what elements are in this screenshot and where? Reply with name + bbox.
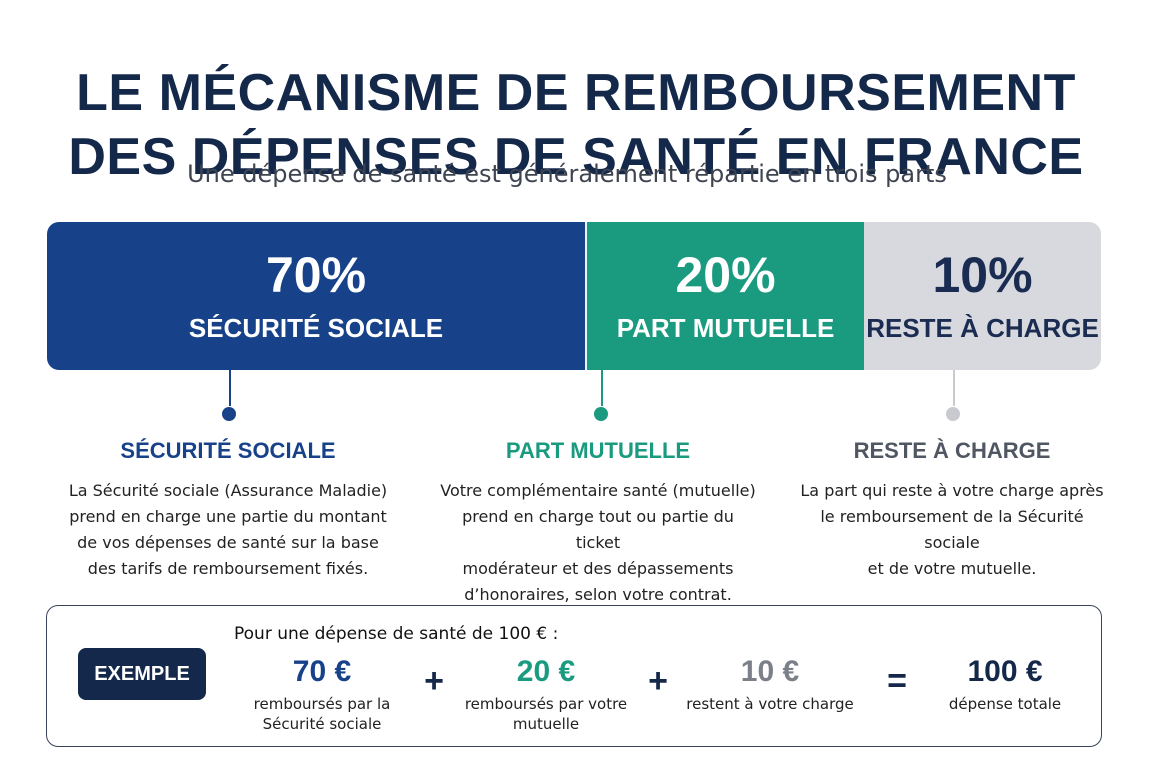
text-line: prend en charge une partie du montant (69, 507, 387, 526)
securite-sociale-percent: 70% (265, 247, 367, 303)
plus-operator: + (424, 662, 444, 700)
column-heading-mutuelle: PART MUTUELLE (505, 438, 691, 463)
desc-line: remboursés par la (253, 695, 391, 713)
example-item-mutuelle: 20 € remboursés par votre mutuelle (456, 654, 636, 734)
example-amount-reste-a-charge: 10 € (740, 655, 800, 688)
desc-line: dépense totale (948, 695, 1062, 713)
text-line: de vos dépenses de santé sur la base (77, 533, 379, 552)
bar-segment-mutuelle: 20% PART MUTUELLE (585, 222, 864, 370)
distribution-bar: 70% SÉCURITÉ SOCIALE 20% PART MUTUELLE 1… (47, 222, 1101, 370)
example-badge: EXEMPLE (78, 648, 206, 700)
reste-a-charge-label: RESTE À CHARGE (866, 313, 1099, 343)
text-line: modérateur et des dépassements (462, 559, 734, 578)
bar-segment-securite-sociale: 70% SÉCURITÉ SOCIALE (47, 222, 585, 370)
column-text-mutuelle: Votre complémentaire santé (mutuelle) pr… (438, 478, 758, 608)
text-line: prend en charge tout ou partie du ticket (462, 507, 734, 552)
example-item-reste-a-charge: 10 € restent à votre charge (680, 654, 860, 714)
bar-segment-reste-a-charge: 10% RESTE À CHARGE (864, 222, 1101, 370)
connector-dot-securite-sociale (222, 407, 236, 421)
example-desc-total: dépense totale (930, 694, 1080, 714)
example-item-securite-sociale: 70 € remboursés par la Sécurité sociale (240, 654, 404, 734)
connector-dot-reste-a-charge (946, 407, 960, 421)
desc-line: Sécurité sociale (262, 715, 382, 733)
text-line: le remboursement de la Sécurité sociale (820, 507, 1084, 552)
connector-dot-mutuelle (594, 407, 608, 421)
text-line: des tarifs de remboursement fixés. (87, 559, 369, 578)
text-line: La part qui reste à votre charge après (800, 481, 1104, 500)
connector-line-securite-sociale (229, 370, 231, 406)
equals-operator: = (887, 662, 907, 700)
example-desc-mutuelle: remboursés par votre mutuelle (456, 694, 636, 734)
example-item-total: 100 € dépense totale (930, 654, 1080, 714)
column-heading-securite-sociale: SÉCURITÉ SOCIALE (120, 438, 336, 463)
mutuelle-percent: 20% (675, 247, 776, 303)
title-line-1: LE MÉCANISME DE REMBOURSEMENT (76, 63, 1076, 122)
example-box (46, 605, 1102, 747)
example-intro: Pour une dépense de santé de 100 € : (234, 624, 559, 644)
mutuelle-label: PART MUTUELLE (616, 313, 835, 343)
column-mutuelle: PART MUTUELLE Votre complémentaire santé… (438, 436, 758, 608)
column-securite-sociale: SÉCURITÉ SOCIALE La Sécurité sociale (As… (68, 436, 388, 582)
connector-line-reste-a-charge (953, 370, 955, 406)
example-amount-total: 100 € (967, 655, 1043, 688)
example-desc-securite-sociale: remboursés par la Sécurité sociale (240, 694, 404, 734)
connector-line-mutuelle (601, 370, 603, 406)
reste-a-charge-percent: 10% (932, 247, 1033, 303)
column-text-securite-sociale: La Sécurité sociale (Assurance Maladie) … (68, 478, 388, 582)
desc-line: mutuelle (512, 715, 580, 733)
text-line: d’honoraires, selon votre contrat. (464, 585, 732, 604)
plus-operator: + (648, 662, 668, 700)
subtitle: Une dépense de santé est généralement ré… (187, 160, 947, 188)
text-line: La Sécurité sociale (Assurance Maladie) (68, 481, 388, 500)
column-text-reste-a-charge: La part qui reste à votre charge après l… (792, 478, 1112, 582)
example-amount-securite-sociale: 70 € (292, 655, 352, 688)
column-reste-a-charge: RESTE À CHARGE La part qui reste à votre… (792, 436, 1112, 582)
example-amount-mutuelle: 20 € (516, 655, 576, 688)
text-line: Votre complémentaire santé (mutuelle) (440, 481, 756, 500)
desc-line: restent à votre charge (686, 695, 854, 713)
title-line-2: DES DÉPENSES DE SANTÉ EN FRANCE (68, 127, 1084, 186)
example-desc-reste-a-charge: restent à votre charge (680, 694, 860, 714)
securite-sociale-label: SÉCURITÉ SOCIALE (188, 313, 444, 343)
text-line: et de votre mutuelle. (867, 559, 1037, 578)
desc-line: remboursés par votre (464, 695, 628, 713)
page-title: LE MÉCANISME DE REMBOURSEMENT DES DÉPENS… (0, 61, 1152, 189)
column-heading-reste-a-charge: RESTE À CHARGE (853, 438, 1051, 463)
